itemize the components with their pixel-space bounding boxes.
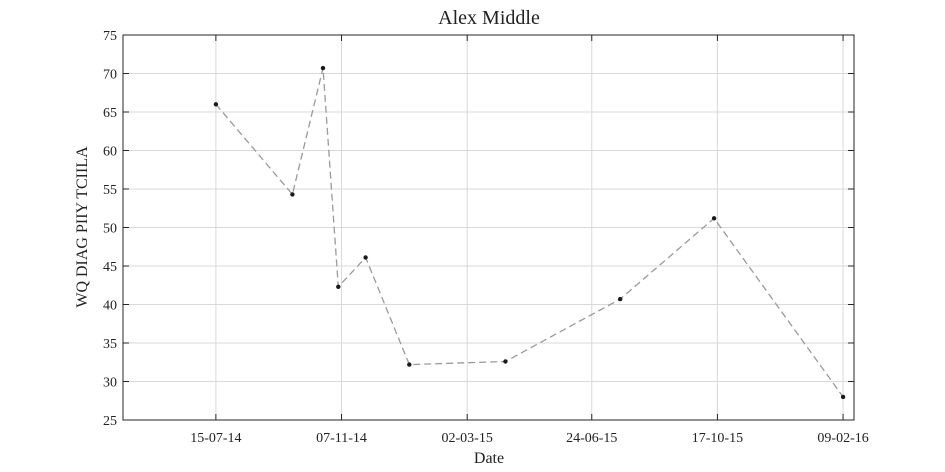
data-point	[407, 362, 412, 367]
x-tick-label: 15-07-14	[190, 431, 241, 446]
y-tick-label: 55	[103, 183, 117, 198]
data-point	[711, 216, 717, 221]
data-point	[290, 192, 295, 197]
chart-title: Alex Middle	[438, 7, 540, 29]
x-axis-label: Date	[474, 450, 504, 467]
x-tick-label: 02-03-15	[442, 431, 493, 446]
data-point	[503, 359, 508, 364]
y-tick-label: 40	[103, 299, 117, 314]
data-point	[213, 102, 219, 107]
data-point	[840, 394, 846, 400]
y-tick-label: 25	[103, 414, 117, 429]
data-point	[320, 65, 326, 71]
y-tick-label: 45	[103, 260, 117, 275]
y-tick-label: 30	[103, 376, 117, 391]
y-tick-label: 75	[103, 29, 117, 44]
x-tick-label: 07-11-14	[316, 431, 367, 446]
y-axis-label: WQ DIAG PIIY TCIILA	[74, 146, 91, 308]
y-tick-label: 65	[103, 106, 117, 121]
y-tick-label: 70	[103, 68, 117, 83]
x-tick-label: 09-02-16	[817, 431, 868, 446]
series-line	[215, 67, 844, 398]
y-tick-label: 35	[103, 337, 117, 352]
y-tick-label: 50	[103, 222, 117, 237]
x-tick-label: 24-06-15	[566, 431, 617, 446]
data-point	[363, 255, 368, 260]
data-point	[336, 284, 341, 289]
data-point	[618, 296, 623, 302]
y-tick-label: 60	[103, 145, 117, 160]
x-tick-label: 17-10-15	[692, 431, 743, 446]
